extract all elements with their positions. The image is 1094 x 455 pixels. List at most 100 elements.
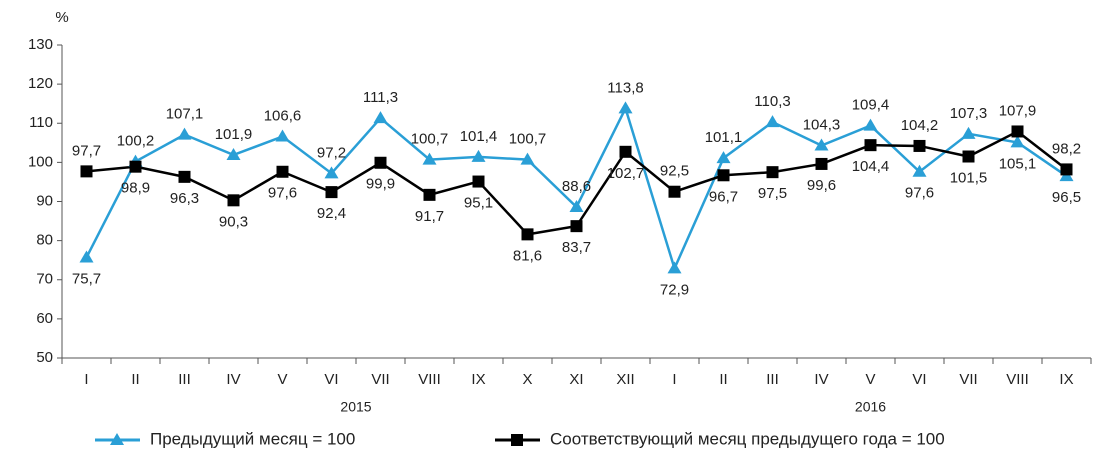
marker (472, 175, 485, 188)
y-tick-label: 80 (36, 232, 53, 249)
x-tick-label: IV (814, 371, 828, 388)
data-label: 95,1 (464, 195, 493, 212)
data-label: 100,2 (117, 133, 155, 150)
y-tick-label: 110 (29, 114, 53, 131)
data-label: 97,2 (317, 144, 346, 161)
marker (177, 127, 192, 140)
data-label: 110,3 (754, 93, 790, 110)
y-tick-label: 50 (36, 349, 53, 366)
marker (422, 152, 437, 165)
legend-label: Предыдущий месяц = 100 (150, 429, 355, 448)
marker (766, 166, 779, 179)
marker (618, 101, 633, 114)
marker (129, 160, 142, 173)
x-tick-label: II (131, 371, 139, 388)
marker (520, 152, 535, 165)
y-unit-label: % (55, 9, 68, 26)
x-tick-label: V (277, 371, 287, 388)
x-tick-label: XII (616, 371, 634, 388)
marker (716, 151, 731, 164)
marker (863, 118, 878, 131)
marker (373, 111, 388, 124)
data-label: 96,3 (170, 190, 199, 207)
data-label: 104,2 (901, 117, 939, 134)
x-tick-label: XI (569, 371, 583, 388)
x-tick-label: VI (324, 371, 338, 388)
data-label: 96,7 (709, 188, 738, 205)
marker (717, 169, 730, 182)
y-tick-label: 100 (28, 153, 53, 170)
x-tick-label: VIII (418, 371, 441, 388)
x-tick-label: IX (1059, 371, 1073, 388)
y-tick-label: 130 (28, 36, 53, 53)
marker (570, 220, 583, 233)
x-tick-label: I (672, 371, 676, 388)
data-label: 96,5 (1052, 189, 1081, 206)
marker (324, 166, 339, 179)
data-label: 92,5 (660, 163, 689, 180)
marker (276, 165, 289, 178)
x-tick-label: III (178, 371, 191, 388)
marker (325, 186, 338, 199)
y-tick-label: 60 (36, 310, 53, 327)
marker (912, 164, 927, 177)
marker (619, 145, 632, 158)
x-tick-label: VII (959, 371, 977, 388)
data-label: 90,3 (219, 213, 248, 230)
x-tick-label: III (766, 371, 779, 388)
y-tick-label: 70 (36, 271, 53, 288)
data-label: 97,7 (72, 142, 101, 159)
marker (815, 157, 828, 170)
data-label: 98,2 (1052, 140, 1081, 157)
marker (79, 250, 94, 263)
marker (864, 139, 877, 152)
data-label: 101,9 (215, 126, 253, 143)
data-label: 104,3 (803, 117, 841, 134)
marker (178, 170, 191, 183)
marker (962, 150, 975, 163)
x-tick-label: VIII (1006, 371, 1029, 388)
data-label: 83,7 (562, 239, 591, 256)
data-label: 102,7 (607, 165, 645, 182)
data-label: 100,7 (509, 131, 547, 148)
data-label: 91,7 (415, 208, 444, 225)
marker (667, 261, 682, 274)
data-label: 106,6 (264, 108, 302, 125)
data-label: 99,6 (807, 177, 836, 194)
marker (227, 194, 240, 207)
data-label: 72,9 (660, 281, 689, 298)
marker (765, 115, 780, 128)
data-label: 88,6 (562, 178, 591, 195)
x-tick-label: VII (371, 371, 389, 388)
marker (961, 126, 976, 139)
marker (521, 228, 534, 241)
x-group-label: 2015 (340, 399, 371, 415)
data-label: 107,9 (999, 102, 1037, 119)
data-label: 113,8 (607, 79, 643, 96)
marker (511, 434, 523, 446)
marker (226, 147, 241, 160)
x-tick-label: VI (912, 371, 926, 388)
y-tick-label: 90 (36, 192, 53, 209)
data-label: 111,3 (363, 89, 398, 106)
y-tick-label: 120 (28, 75, 53, 92)
data-label: 100,7 (411, 131, 449, 148)
marker (913, 139, 926, 152)
x-tick-label: X (522, 371, 532, 388)
marker (110, 433, 124, 445)
marker (1011, 125, 1024, 138)
data-label: 107,1 (166, 106, 204, 123)
data-label: 97,6 (905, 185, 934, 202)
data-label: 81,6 (513, 247, 542, 264)
x-tick-label: IV (226, 371, 240, 388)
x-tick-label: V (865, 371, 875, 388)
marker (1060, 163, 1073, 176)
marker (569, 199, 584, 212)
marker (1010, 135, 1025, 148)
data-label: 101,5 (950, 169, 988, 186)
data-label: 101,4 (460, 128, 498, 145)
marker (80, 165, 93, 178)
data-label: 104,4 (852, 158, 890, 175)
marker (374, 156, 387, 169)
